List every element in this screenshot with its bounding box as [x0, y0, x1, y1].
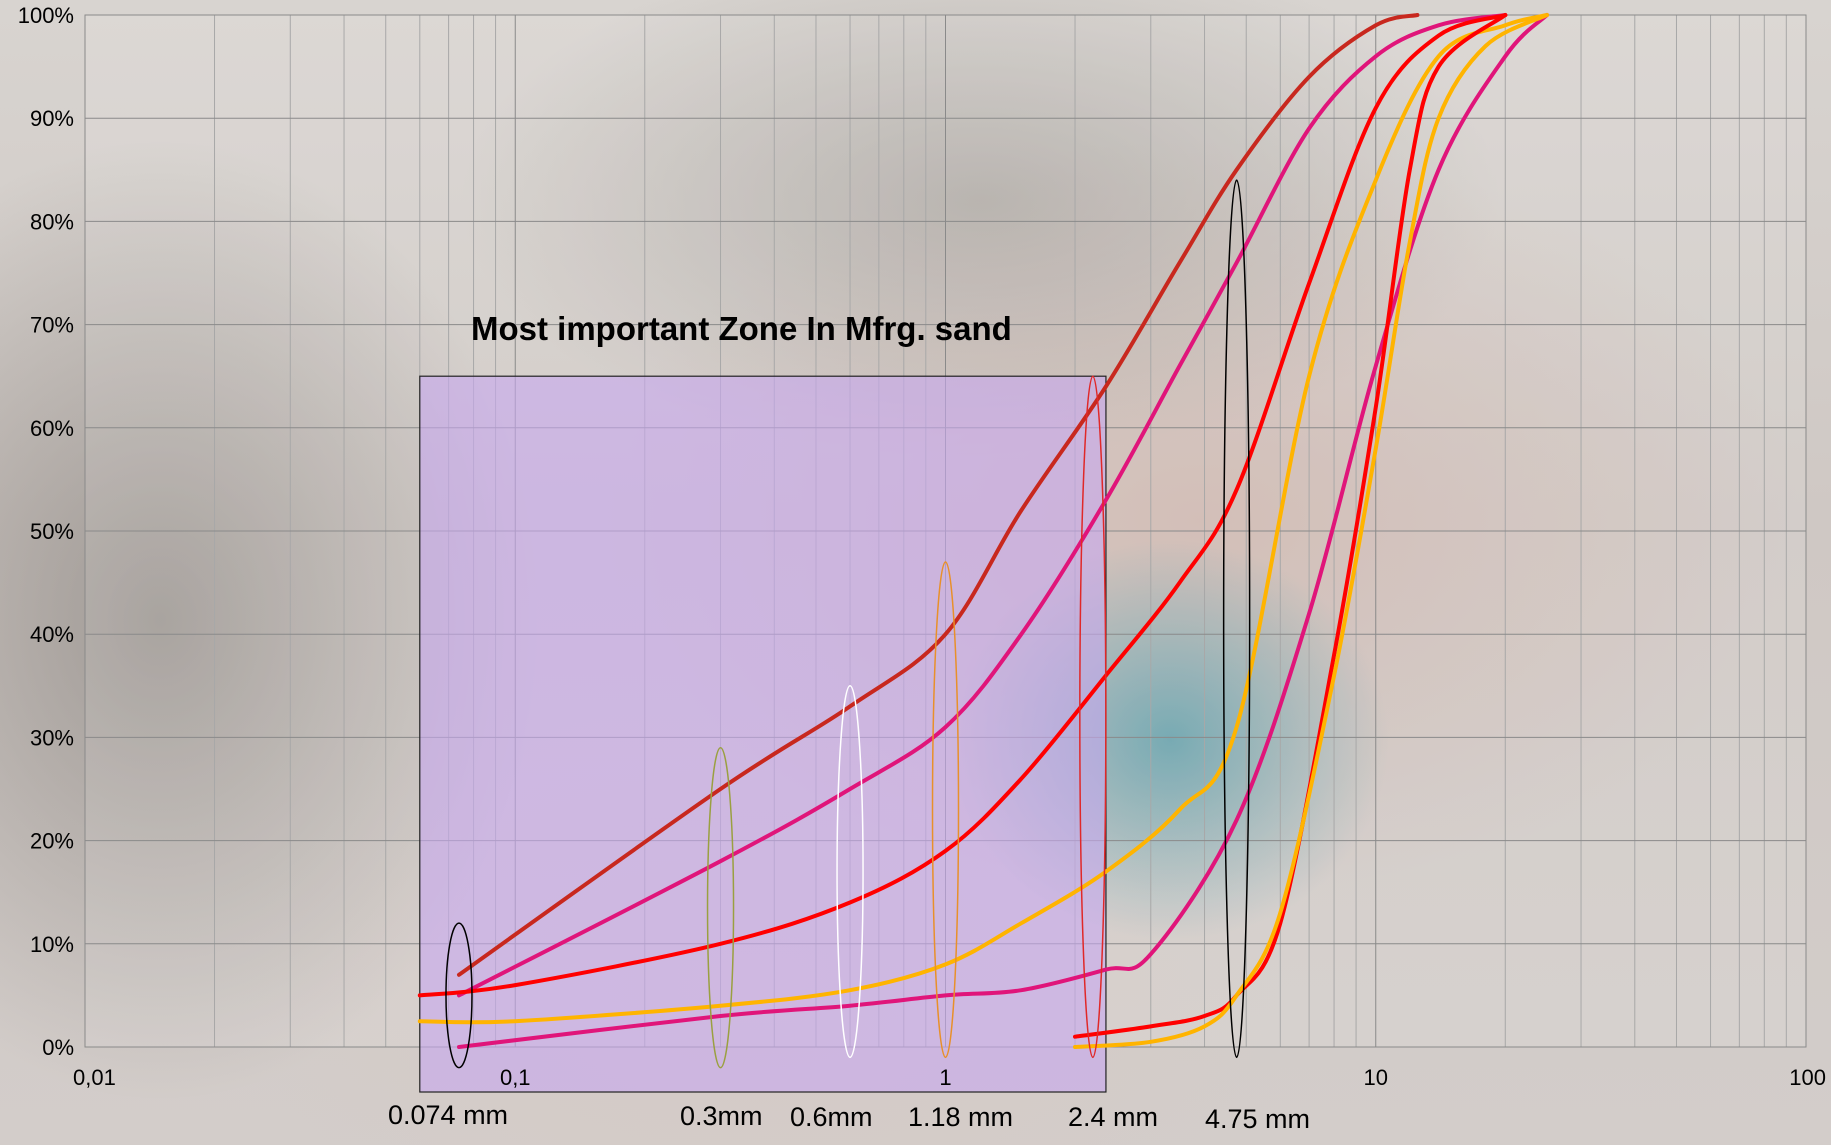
series-line-1	[457, 13, 1420, 977]
series-line-4	[417, 13, 1549, 1025]
x-tick-label: 0,1	[500, 1065, 531, 1090]
y-tick-label: 70%	[30, 313, 74, 338]
important-zone	[419, 375, 1107, 1093]
y-tick-label: 40%	[30, 622, 74, 647]
y-tick-label: 20%	[30, 829, 74, 854]
series-layer	[417, 13, 1549, 1049]
sieve-label: 2.4 mm	[1068, 1102, 1158, 1132]
y-tick-label: 80%	[30, 209, 74, 234]
sieve-marker-3	[836, 685, 864, 1059]
x-tick-label: 100	[1789, 1065, 1826, 1090]
sieve-label: 0.3mm	[680, 1101, 763, 1131]
x-tick-label: 1	[939, 1065, 951, 1090]
y-tick-label: 0%	[42, 1035, 74, 1060]
sieve-marker-5	[1079, 375, 1107, 1059]
axis-ticks: 0% 10% 20% 30% 40% 50% 60% 70% 80% 90% 100% 0,01 0,1…	[18, 3, 1826, 1090]
sieve-marker-2	[706, 746, 735, 1069]
zone-rect	[419, 375, 1107, 1093]
series-line-2	[457, 13, 1508, 998]
x-tick-label: 10	[1364, 1065, 1388, 1090]
x-tick-label: 0,01	[73, 1065, 116, 1090]
sieve-marker-6	[1222, 179, 1251, 1059]
y-tick-label: 10%	[30, 932, 74, 957]
sieve-label: 0.6mm	[790, 1102, 873, 1132]
series-line-5	[457, 13, 1549, 1049]
sieve-markers	[445, 179, 1251, 1069]
series-line-6	[1073, 13, 1508, 1039]
series-line-7	[1073, 13, 1549, 1049]
annotations: 0.074 mm 0.3mm 0.6mm 1.18 mm 2.4 mm 4.75 mm Mo…	[388, 310, 1310, 1134]
y-tick-label: 90%	[30, 106, 74, 131]
y-tick-label: 50%	[30, 519, 74, 544]
sieve-marker-1	[445, 922, 473, 1069]
y-tick-label: 100%	[18, 3, 74, 28]
y-tick-label: 60%	[30, 416, 74, 441]
sieve-label: 4.75 mm	[1205, 1104, 1310, 1134]
zone-title: Most important Zone In Mfrg. sand	[471, 310, 1012, 347]
sieve-label: 0.074 mm	[388, 1100, 508, 1130]
y-tick-label: 30%	[30, 725, 74, 750]
sieve-label: 1.18 mm	[908, 1102, 1013, 1132]
sieve-marker-4	[931, 561, 960, 1059]
